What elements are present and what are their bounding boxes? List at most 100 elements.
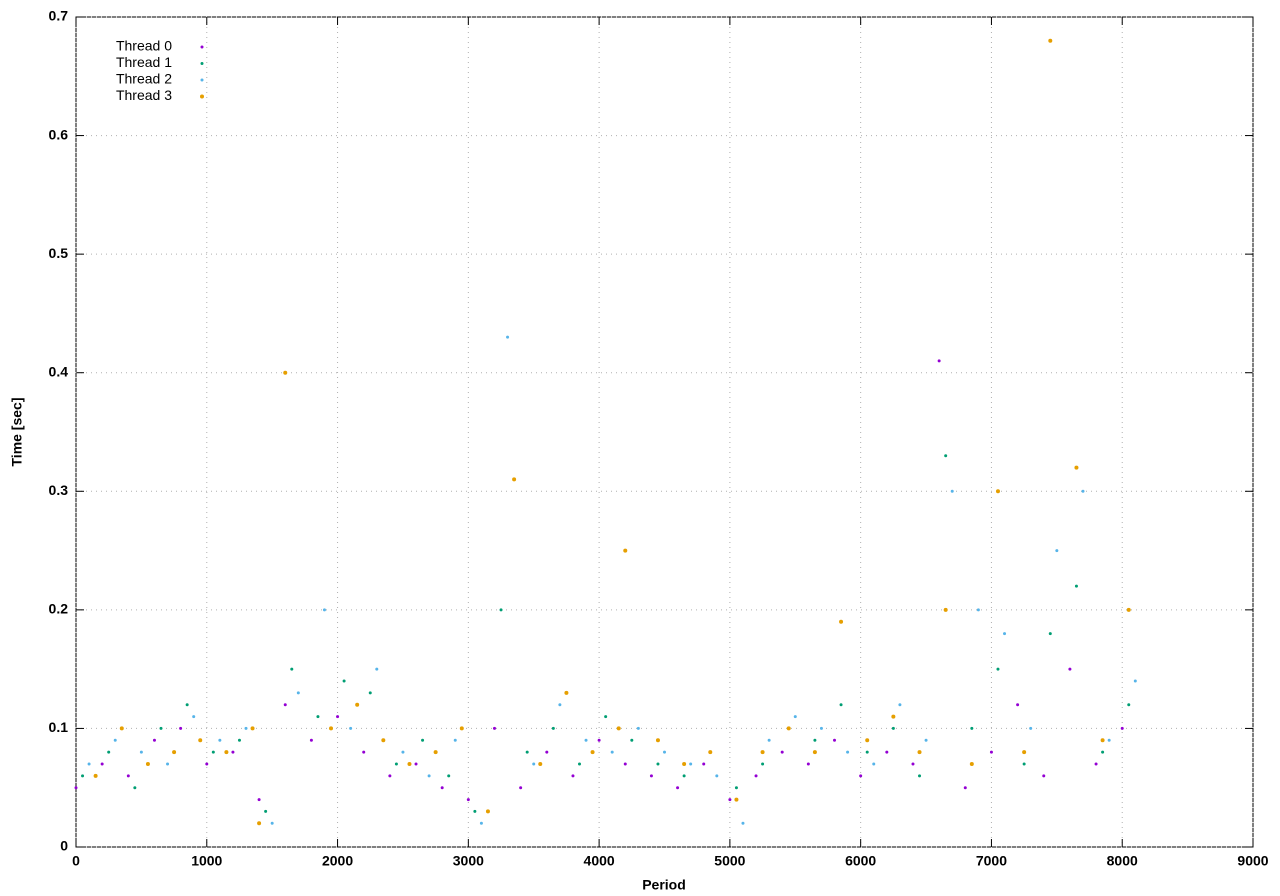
data-point bbox=[767, 738, 771, 742]
x-tick-label: 9000 bbox=[1237, 853, 1268, 869]
data-point bbox=[702, 762, 706, 766]
legend-label: Thread 3 bbox=[116, 87, 172, 103]
data-point bbox=[734, 786, 738, 790]
data-point bbox=[407, 762, 412, 766]
data-point bbox=[250, 726, 255, 731]
data-point bbox=[859, 774, 863, 778]
data-point bbox=[545, 750, 549, 754]
data-point bbox=[584, 738, 588, 742]
data-point bbox=[388, 774, 392, 778]
data-point bbox=[159, 726, 163, 730]
data-point bbox=[453, 738, 457, 742]
data-point bbox=[655, 738, 660, 743]
data-point bbox=[264, 809, 268, 813]
data-point bbox=[944, 454, 948, 458]
data-point bbox=[976, 608, 980, 612]
y-tick-label: 0.5 bbox=[49, 245, 69, 261]
data-point bbox=[1074, 465, 1079, 470]
data-point bbox=[433, 750, 438, 755]
data-point bbox=[943, 607, 948, 612]
data-point bbox=[1003, 632, 1007, 636]
data-point bbox=[355, 702, 360, 707]
data-point bbox=[519, 786, 523, 790]
legend-marker bbox=[200, 78, 204, 82]
data-point bbox=[924, 738, 928, 742]
data-point bbox=[218, 738, 222, 742]
data-point bbox=[512, 477, 517, 482]
data-point bbox=[244, 726, 248, 730]
data-point bbox=[715, 774, 719, 778]
legend-label: Thread 0 bbox=[116, 38, 172, 54]
data-point bbox=[139, 750, 143, 754]
data-point bbox=[604, 715, 608, 719]
data-point bbox=[819, 726, 823, 730]
data-point bbox=[447, 774, 451, 778]
data-point bbox=[499, 608, 503, 612]
data-point bbox=[1022, 762, 1026, 766]
data-point bbox=[1094, 762, 1098, 766]
x-tick-label: 7000 bbox=[976, 853, 1007, 869]
data-point bbox=[865, 750, 869, 754]
data-point bbox=[911, 762, 915, 766]
data-point bbox=[590, 750, 595, 755]
data-point bbox=[421, 738, 425, 742]
data-point bbox=[1127, 703, 1131, 707]
data-point bbox=[316, 715, 320, 719]
x-axis-label: Period bbox=[642, 877, 686, 893]
data-point bbox=[813, 738, 817, 742]
data-point bbox=[1068, 667, 1072, 671]
y-tick-label: 0.3 bbox=[49, 482, 69, 498]
legend-label: Thread 1 bbox=[116, 54, 172, 70]
data-point bbox=[525, 750, 529, 754]
data-point bbox=[761, 762, 765, 766]
data-point bbox=[663, 750, 666, 754]
data-point bbox=[506, 335, 510, 339]
x-tick-label: 8000 bbox=[1107, 853, 1138, 869]
x-tick-label: 3000 bbox=[453, 853, 484, 869]
data-point bbox=[473, 809, 477, 813]
data-point bbox=[237, 738, 241, 742]
data-point bbox=[989, 750, 993, 754]
data-point bbox=[1100, 738, 1105, 743]
data-point bbox=[185, 703, 189, 707]
data-point bbox=[623, 548, 628, 553]
data-point bbox=[145, 762, 150, 766]
data-point bbox=[1101, 750, 1105, 754]
legend-marker bbox=[200, 94, 204, 99]
data-point bbox=[996, 667, 1000, 671]
data-point bbox=[708, 750, 713, 755]
data-point bbox=[1126, 607, 1131, 612]
data-point bbox=[1048, 38, 1053, 43]
data-point bbox=[937, 359, 941, 363]
data-point bbox=[427, 774, 431, 778]
data-point bbox=[368, 691, 372, 695]
data-point bbox=[133, 786, 137, 790]
data-point bbox=[833, 738, 837, 742]
data-point bbox=[172, 750, 177, 755]
data-point bbox=[381, 738, 386, 743]
data-point bbox=[270, 821, 274, 825]
data-point bbox=[577, 762, 581, 766]
data-point bbox=[1055, 549, 1059, 553]
data-point bbox=[198, 738, 203, 743]
data-point bbox=[1022, 750, 1027, 755]
data-point bbox=[466, 798, 470, 802]
data-point bbox=[682, 762, 687, 766]
data-point bbox=[342, 679, 346, 683]
y-axis-label: Time [sec] bbox=[9, 398, 25, 467]
data-point bbox=[375, 667, 379, 671]
data-point bbox=[780, 750, 784, 754]
data-point bbox=[963, 786, 967, 790]
data-point bbox=[917, 750, 922, 755]
data-point bbox=[1042, 774, 1046, 778]
data-point bbox=[872, 762, 876, 766]
data-point bbox=[1081, 489, 1085, 493]
data-point bbox=[754, 774, 758, 778]
data-point bbox=[786, 726, 791, 731]
data-point bbox=[918, 774, 922, 778]
plot-frame bbox=[75, 16, 1254, 848]
y-tick-label: 0.2 bbox=[49, 601, 69, 617]
data-point bbox=[152, 738, 156, 742]
data-point bbox=[682, 774, 686, 778]
